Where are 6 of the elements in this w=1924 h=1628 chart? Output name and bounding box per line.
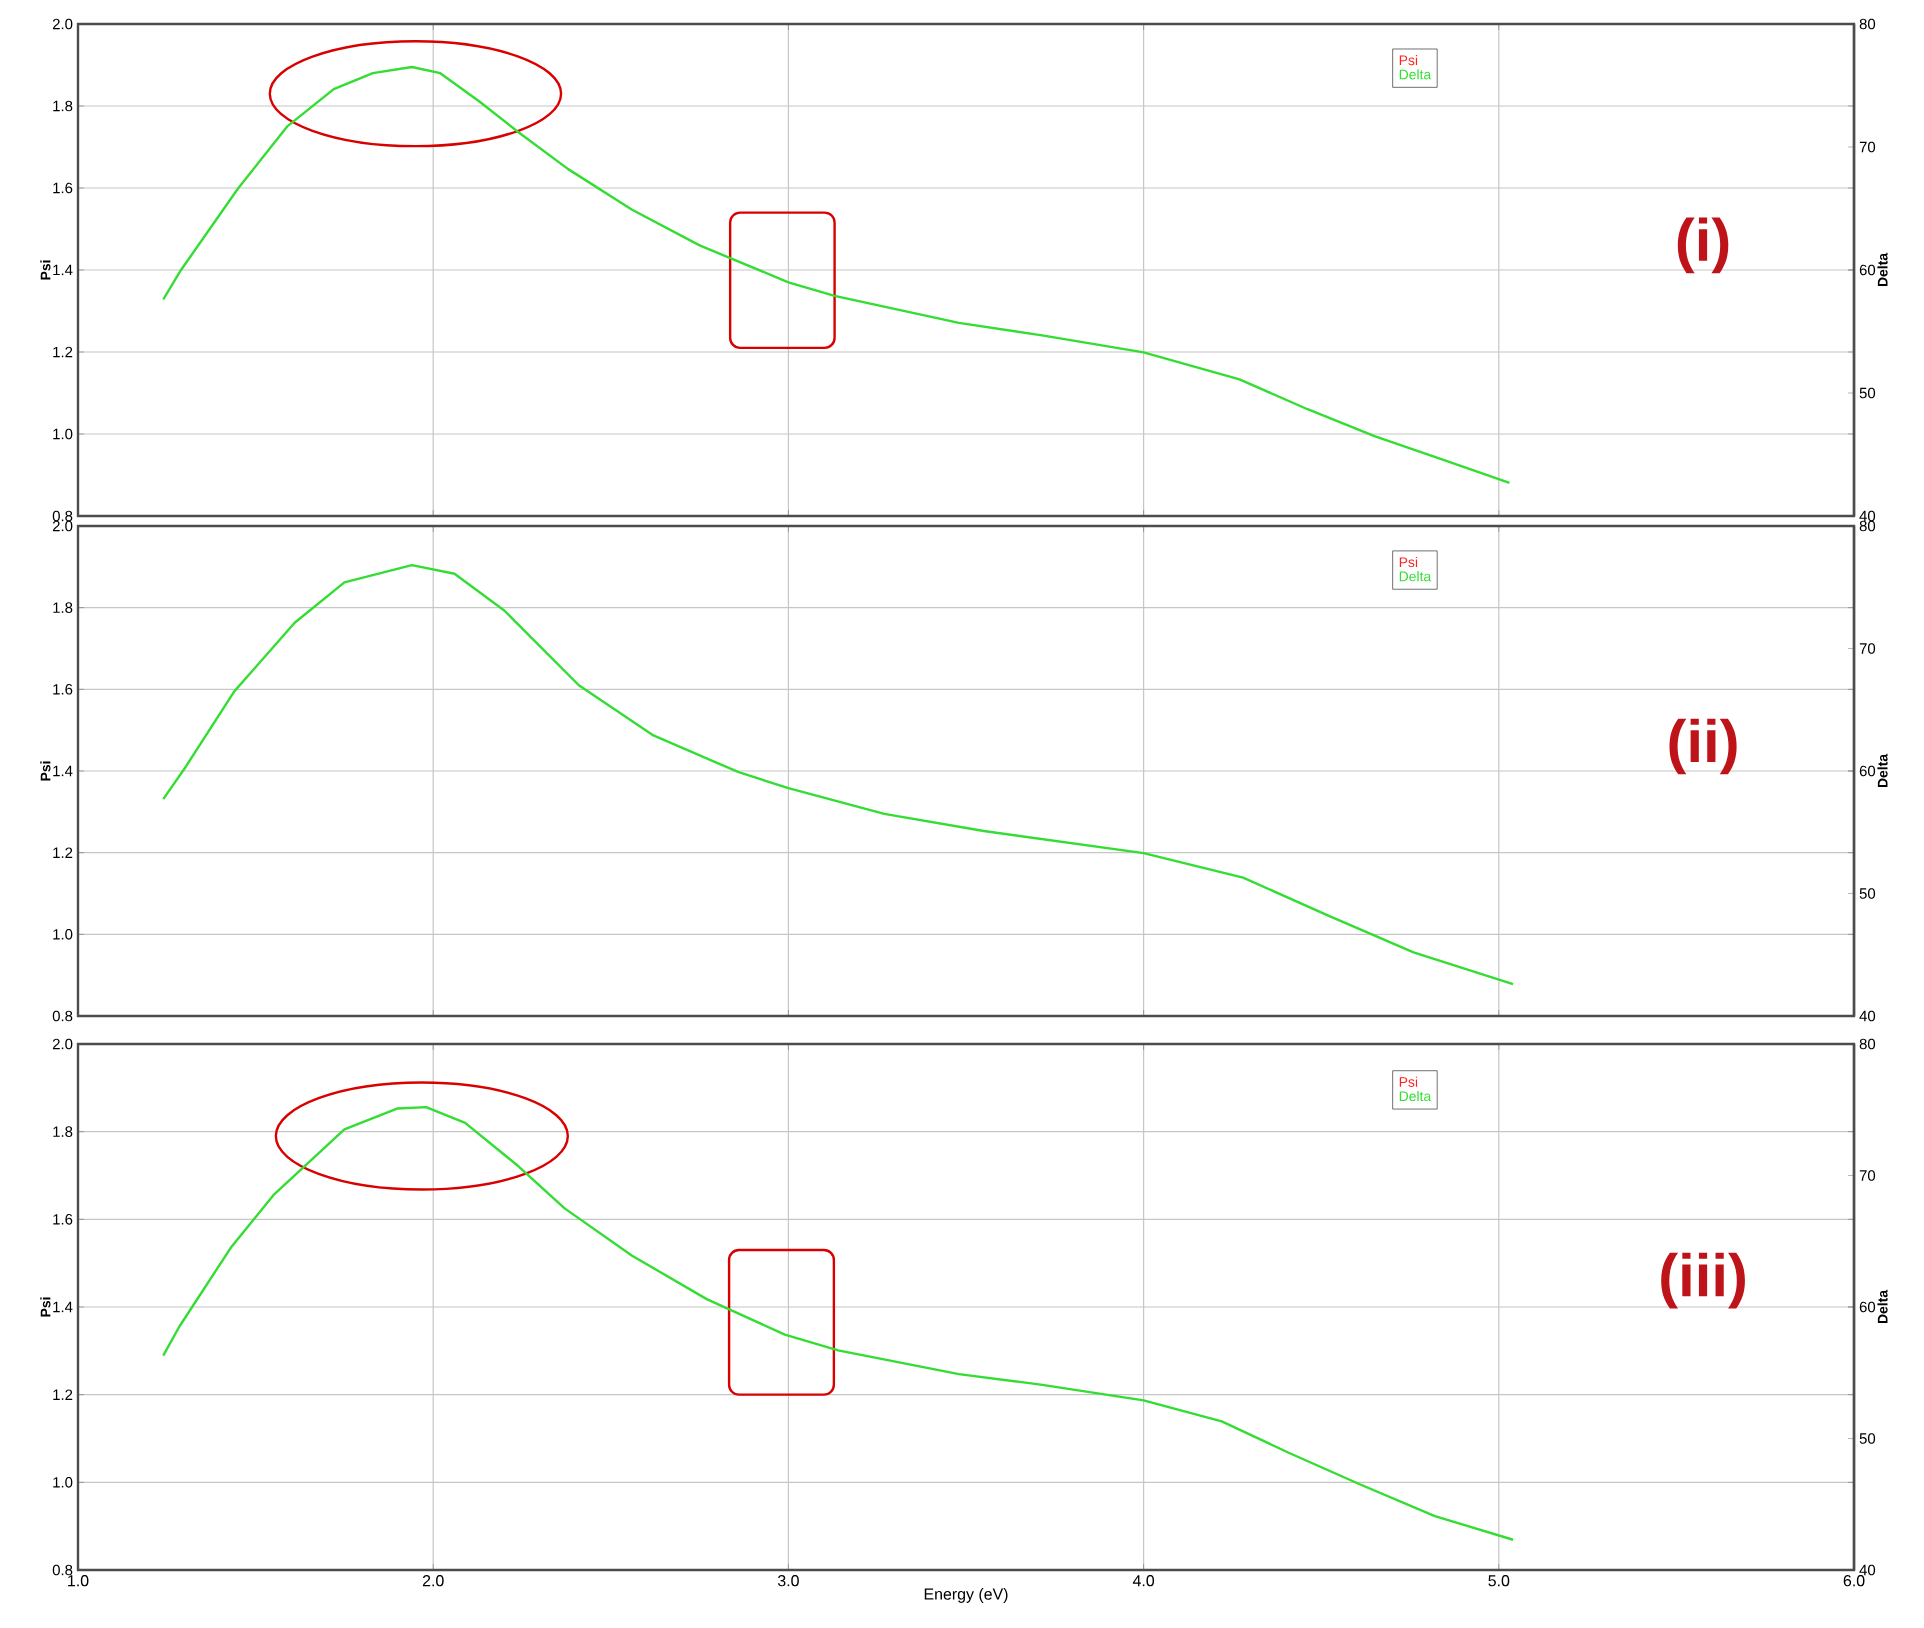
line-series [162, 564, 1515, 986]
annotation: (iii) [1661, 1252, 1745, 1309]
annotation: (i) [1677, 217, 1729, 274]
line-series [162, 65, 1511, 484]
annotation: (ii) [1669, 718, 1737, 775]
line-series [162, 1105, 1515, 1541]
